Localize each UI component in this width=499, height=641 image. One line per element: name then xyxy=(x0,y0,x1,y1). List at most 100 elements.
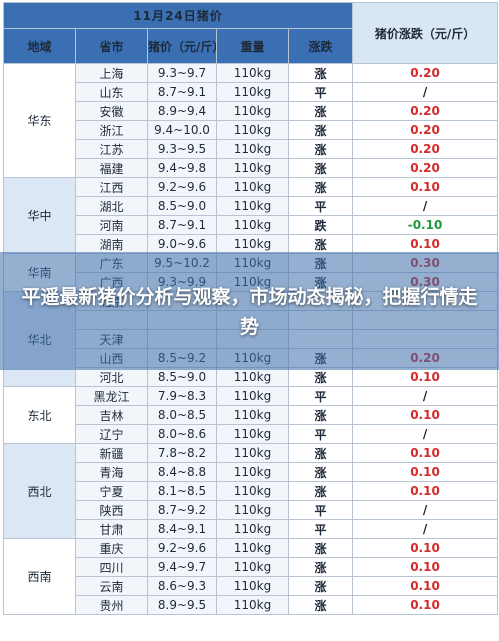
price-cell: 8.4~9.1 xyxy=(147,519,217,539)
price-cell: 9.3~9.5 xyxy=(147,139,217,159)
price-cell: 8.7~9.1 xyxy=(147,82,217,102)
province-cell: 云南 xyxy=(75,576,148,596)
price-cell: 8.9~9.4 xyxy=(147,101,217,121)
province-cell: 宁夏 xyxy=(75,481,148,501)
table-row: 吉林 8.0~8.5 110kg 涨 0.10 xyxy=(4,405,499,425)
province-cell: 吉林 xyxy=(75,405,148,425)
weight-cell: 110kg xyxy=(216,386,289,406)
banner-title: 平遥最新猪价分析与观察，市场动态揭秘，把握行情走势 xyxy=(21,286,478,338)
weight-cell: 110kg xyxy=(216,557,289,577)
region-cell: 西北 xyxy=(3,443,76,539)
table-row: 西南 重庆 9.2~9.6 110kg 涨 0.10 xyxy=(3,538,499,615)
header-trend: 涨跌 xyxy=(287,28,354,64)
trend-cell: 跌 xyxy=(287,215,354,235)
trend-cell: 涨 xyxy=(287,557,354,577)
table-row: 浙江 9.4~10.0 110kg 涨 0.20 xyxy=(4,120,499,140)
change-cell: / xyxy=(352,424,499,444)
trend-cell: 涨 xyxy=(287,443,354,463)
weight-cell: 110kg xyxy=(216,462,289,482)
trend-cell: 涨 xyxy=(287,462,354,482)
province-cell: 青海 xyxy=(75,462,148,482)
change-cell: 0.10 xyxy=(352,405,499,425)
table-title: 11月24日猪价 xyxy=(2,2,354,29)
weight-cell: 110kg xyxy=(216,367,289,387)
change-cell: 0.10 xyxy=(352,538,499,558)
weight-cell: 110kg xyxy=(216,196,289,216)
weight-cell: 110kg xyxy=(216,139,289,159)
price-cell: 9.2~9.6 xyxy=(147,538,217,558)
province-cell: 贵州 xyxy=(75,595,148,615)
table-row: 山东 8.7~9.1 110kg 平 / xyxy=(4,82,499,102)
province-cell: 新疆 xyxy=(75,443,148,463)
weight-cell: 110kg xyxy=(216,481,289,501)
province-cell: 江西 xyxy=(75,177,148,197)
table-row: 湖南 9.0~9.6 110kg 涨 0.10 xyxy=(4,234,499,254)
pig-price-table: 11月24日猪价 猪价涨跌（元/斤） 地域 省市 猪价（元/斤） 重量 涨跌 华… xyxy=(2,2,499,615)
province-cell: 江苏 xyxy=(75,139,148,159)
region-cell: 东北 xyxy=(3,386,76,444)
weight-cell: 110kg xyxy=(216,500,289,520)
trend-cell: 涨 xyxy=(287,101,354,121)
change-cell: / xyxy=(352,82,499,102)
weight-cell: 110kg xyxy=(216,234,289,254)
change-cell: 0.10 xyxy=(352,462,499,482)
price-cell: 8.5~9.0 xyxy=(147,367,217,387)
change-cell: / xyxy=(352,196,499,216)
weight-cell: 110kg xyxy=(216,443,289,463)
trend-cell: 涨 xyxy=(287,367,354,387)
weight-cell: 110kg xyxy=(216,82,289,102)
change-column-title: 猪价涨跌（元/斤） xyxy=(352,2,499,64)
trend-cell: 涨 xyxy=(287,158,354,178)
trend-cell: 涨 xyxy=(287,177,354,197)
trend-cell: 平 xyxy=(287,519,354,539)
price-cell: 8.7~9.2 xyxy=(147,500,217,520)
region-cell: 华中 xyxy=(3,177,76,254)
weight-cell: 110kg xyxy=(216,215,289,235)
trend-cell: 平 xyxy=(287,386,354,406)
province-cell: 浙江 xyxy=(75,120,148,140)
weight-cell: 110kg xyxy=(216,538,289,558)
province-cell: 安徽 xyxy=(75,101,148,121)
price-cell: 9.4~9.8 xyxy=(147,158,217,178)
table-row: 河南 8.7~9.1 110kg 跌 -0.10 xyxy=(4,215,499,235)
region-cell: 华东 xyxy=(3,63,76,178)
change-cell: 0.20 xyxy=(352,101,499,121)
price-cell: 9.3~9.7 xyxy=(147,63,217,83)
province-cell: 陕西 xyxy=(75,500,148,520)
trend-cell: 涨 xyxy=(287,481,354,501)
weight-cell: 110kg xyxy=(216,158,289,178)
price-cell: 8.1~8.5 xyxy=(147,481,217,501)
trend-cell: 涨 xyxy=(287,120,354,140)
region-cell: 西南 xyxy=(3,538,76,615)
trend-cell: 涨 xyxy=(287,538,354,558)
province-cell: 福建 xyxy=(75,158,148,178)
province-cell: 黑龙江 xyxy=(75,386,148,406)
province-cell: 湖南 xyxy=(75,234,148,254)
change-cell: 0.10 xyxy=(352,557,499,577)
change-cell: 0.20 xyxy=(352,158,499,178)
table-row: 贵州 8.9~9.5 110kg 涨 0.10 xyxy=(4,595,499,615)
table-row: 青海 8.4~8.8 110kg 涨 0.10 xyxy=(4,462,499,482)
table-row: 湖北 8.5~9.0 110kg 平 / xyxy=(4,196,499,216)
province-cell: 上海 xyxy=(75,63,148,83)
change-cell: 0.10 xyxy=(352,481,499,501)
province-cell: 山东 xyxy=(75,82,148,102)
weight-cell: 110kg xyxy=(216,595,289,615)
header-price: 猪价（元/斤） xyxy=(147,28,217,64)
table-row: 华中 江西 9.2~9.6 110kg 涨 0.10 xyxy=(3,177,499,254)
trend-cell: 涨 xyxy=(287,139,354,159)
change-cell: 0.20 xyxy=(352,120,499,140)
weight-cell: 110kg xyxy=(216,519,289,539)
title-banner xyxy=(0,252,499,370)
trend-cell: 平 xyxy=(287,424,354,444)
trend-cell: 涨 xyxy=(287,576,354,596)
price-cell: 9.4~10.0 xyxy=(147,120,217,140)
table-row: 四川 9.4~9.7 110kg 涨 0.10 xyxy=(4,557,499,577)
change-cell: / xyxy=(352,386,499,406)
price-cell: 8.6~9.3 xyxy=(147,576,217,596)
table-row: 甘肃 8.4~9.1 110kg 平 / xyxy=(4,519,499,539)
change-cell: -0.10 xyxy=(352,215,499,235)
change-cell: 0.20 xyxy=(352,139,499,159)
price-cell: 9.2~9.6 xyxy=(147,177,217,197)
